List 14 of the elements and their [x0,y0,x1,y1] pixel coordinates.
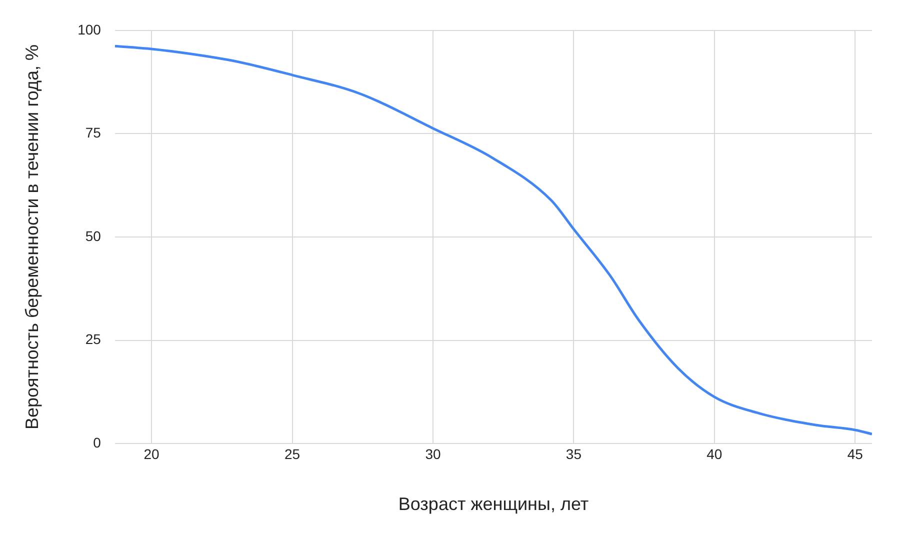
x-tick-label: 35 [566,446,582,462]
y-axis-title: Вероятность беременности в течении года, % [22,44,42,430]
x-tick-label: 45 [847,446,864,462]
x-tick-label: 40 [706,446,722,462]
line-series [114,44,872,436]
y-tick-label: 75 [85,124,102,141]
x-tick-label: 25 [284,446,300,462]
x-tick-label: 20 [144,446,160,462]
y-tick-label: 50 [85,228,102,244]
y-tick-label: 0 [93,434,102,450]
y-tick-label: 100 [78,21,102,38]
x-tick-label: 30 [425,446,441,462]
y-tick-label: 25 [85,331,102,348]
x-axis-title: Возраст женщины, лет [398,494,589,514]
